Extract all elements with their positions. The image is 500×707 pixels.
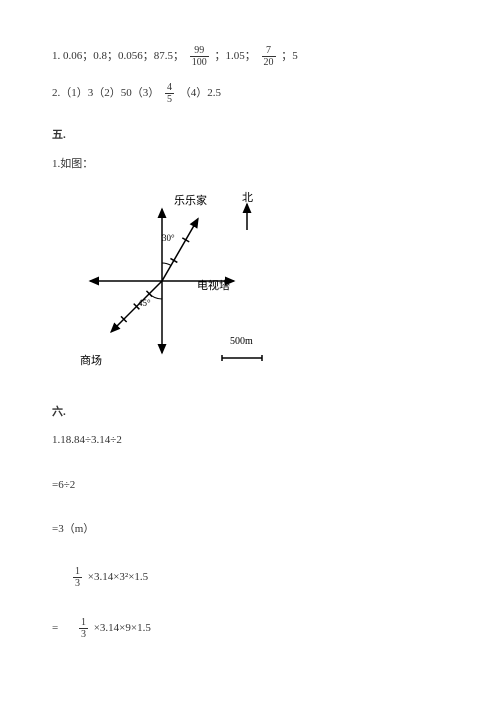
s6-exprA-den: 3 bbox=[73, 578, 82, 589]
s6-exprA-frac: 1 3 bbox=[73, 566, 82, 589]
svg-text:500m: 500m bbox=[230, 336, 253, 347]
s6-step1: 1.18.84÷3.14÷2 bbox=[52, 432, 448, 449]
q1-mid1: ；1.05； bbox=[215, 50, 256, 62]
s6-step2: =6÷2 bbox=[52, 477, 448, 494]
s6-exprB-den: 3 bbox=[79, 629, 88, 640]
q1-tail: ；5 bbox=[281, 50, 298, 62]
svg-text:45°: 45° bbox=[138, 298, 151, 308]
s6-exprB: = 1 3 ×3.14×9×1.5 bbox=[52, 617, 448, 640]
q1-vals: 0.06；0.8；0.056；87.5； bbox=[63, 50, 184, 62]
s6-exprA-rest: ×3.14×3²×1.5 bbox=[88, 571, 148, 583]
section-5-head: 五. bbox=[52, 127, 448, 144]
q1-frac2-num: 7 bbox=[262, 45, 276, 57]
s6-exprA-num: 1 bbox=[73, 566, 82, 578]
svg-text:电视塔: 电视塔 bbox=[197, 278, 230, 292]
s6-exprB-rest: ×3.14×9×1.5 bbox=[94, 622, 151, 634]
q1-frac1-num: 99 bbox=[190, 45, 209, 57]
direction-diagram: 北 乐乐家 30° 45° 电视塔商场 500m bbox=[62, 186, 448, 382]
section-6-head: 六. bbox=[52, 404, 448, 421]
s6-exprB-num: 1 bbox=[79, 617, 88, 629]
q1-frac2: 7 20 bbox=[262, 45, 276, 68]
svg-text:乐乐家: 乐乐家 bbox=[174, 193, 207, 207]
diagram-svg: 北 乐乐家 30° 45° 电视塔商场 500m bbox=[62, 186, 272, 376]
q1-frac1-den: 100 bbox=[190, 57, 209, 68]
s6-exprB-eq: = bbox=[52, 622, 58, 634]
svg-text:商场: 商场 bbox=[80, 353, 102, 367]
s6-exprB-frac: 1 3 bbox=[79, 617, 88, 640]
q2-prefix: 2.（1）3（2）50（3） bbox=[52, 87, 159, 99]
q1-prefix: 1. bbox=[52, 50, 60, 62]
q2-line: 2.（1）3（2）50（3） 4 5 （4）2.5 bbox=[52, 82, 448, 105]
svg-text:30°: 30° bbox=[162, 233, 175, 243]
q2-frac: 4 5 bbox=[165, 82, 174, 105]
q2-frac-den: 5 bbox=[165, 94, 174, 105]
s5-sub1: 1.如图： bbox=[52, 156, 448, 173]
q2-frac-num: 4 bbox=[165, 82, 174, 94]
q1-frac1: 99 100 bbox=[190, 45, 209, 68]
q1-frac2-den: 20 bbox=[262, 57, 276, 68]
s6-step3: =3（m） bbox=[52, 521, 448, 538]
q1-line: 1. 0.06；0.8；0.056；87.5； 99 100 ；1.05； 7 … bbox=[52, 45, 448, 68]
svg-text:北: 北 bbox=[242, 191, 253, 204]
q2-tail: （4）2.5 bbox=[180, 87, 221, 99]
s6-exprA: 1 3 ×3.14×3²×1.5 bbox=[70, 566, 448, 589]
